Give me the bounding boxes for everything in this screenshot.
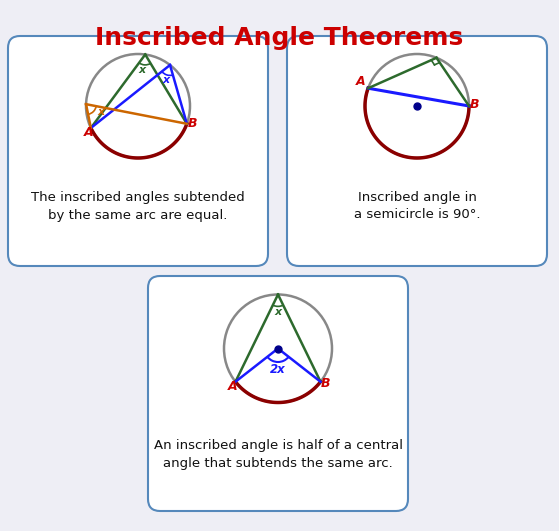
Text: A: A xyxy=(228,380,238,393)
FancyBboxPatch shape xyxy=(148,276,408,511)
FancyBboxPatch shape xyxy=(8,36,268,266)
Text: x: x xyxy=(97,107,104,117)
Text: Inscribed angle in
a semicircle is 90°.: Inscribed angle in a semicircle is 90°. xyxy=(354,191,480,221)
Text: Inscribed Angle Theorems: Inscribed Angle Theorems xyxy=(96,26,463,50)
Text: The inscribed angles subtended
by the same arc are equal.: The inscribed angles subtended by the sa… xyxy=(31,191,245,221)
Text: x: x xyxy=(139,65,146,75)
Text: x: x xyxy=(162,75,169,85)
Text: 2x: 2x xyxy=(270,363,286,375)
Text: B: B xyxy=(470,98,479,111)
Text: B: B xyxy=(321,377,331,390)
Text: x: x xyxy=(274,307,282,317)
Text: B: B xyxy=(187,117,197,130)
Text: An inscribed angle is half of a central
angle that subtends the same arc.: An inscribed angle is half of a central … xyxy=(154,439,402,469)
Text: A: A xyxy=(356,75,366,88)
FancyBboxPatch shape xyxy=(287,36,547,266)
Text: A: A xyxy=(83,126,93,139)
